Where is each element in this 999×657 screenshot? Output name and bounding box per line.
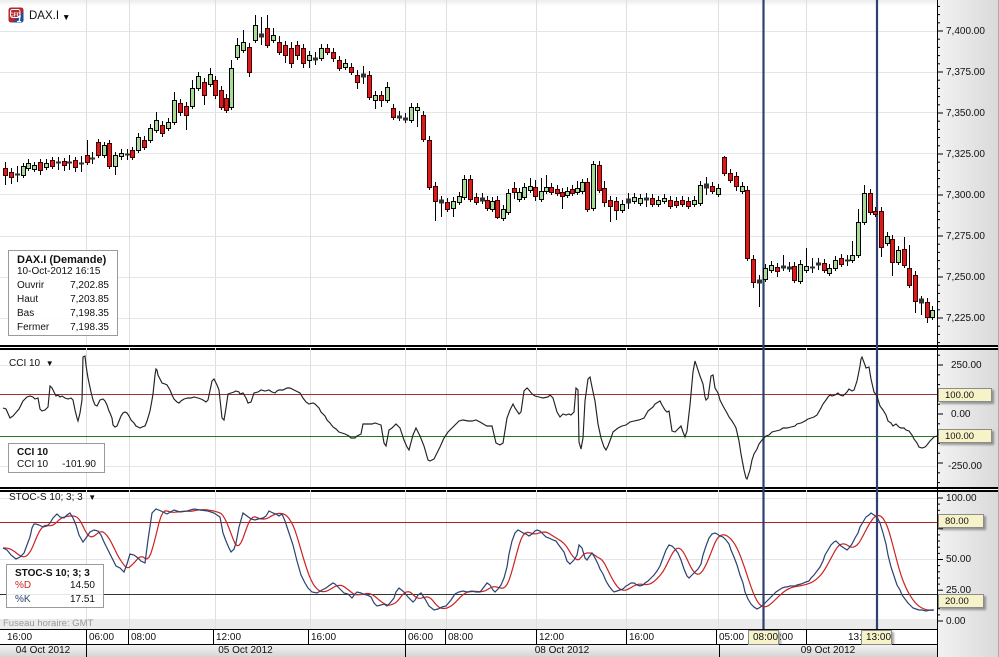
svg-text:1: 1 <box>17 14 22 24</box>
svg-text:CFD: CFD <box>10 12 21 18</box>
